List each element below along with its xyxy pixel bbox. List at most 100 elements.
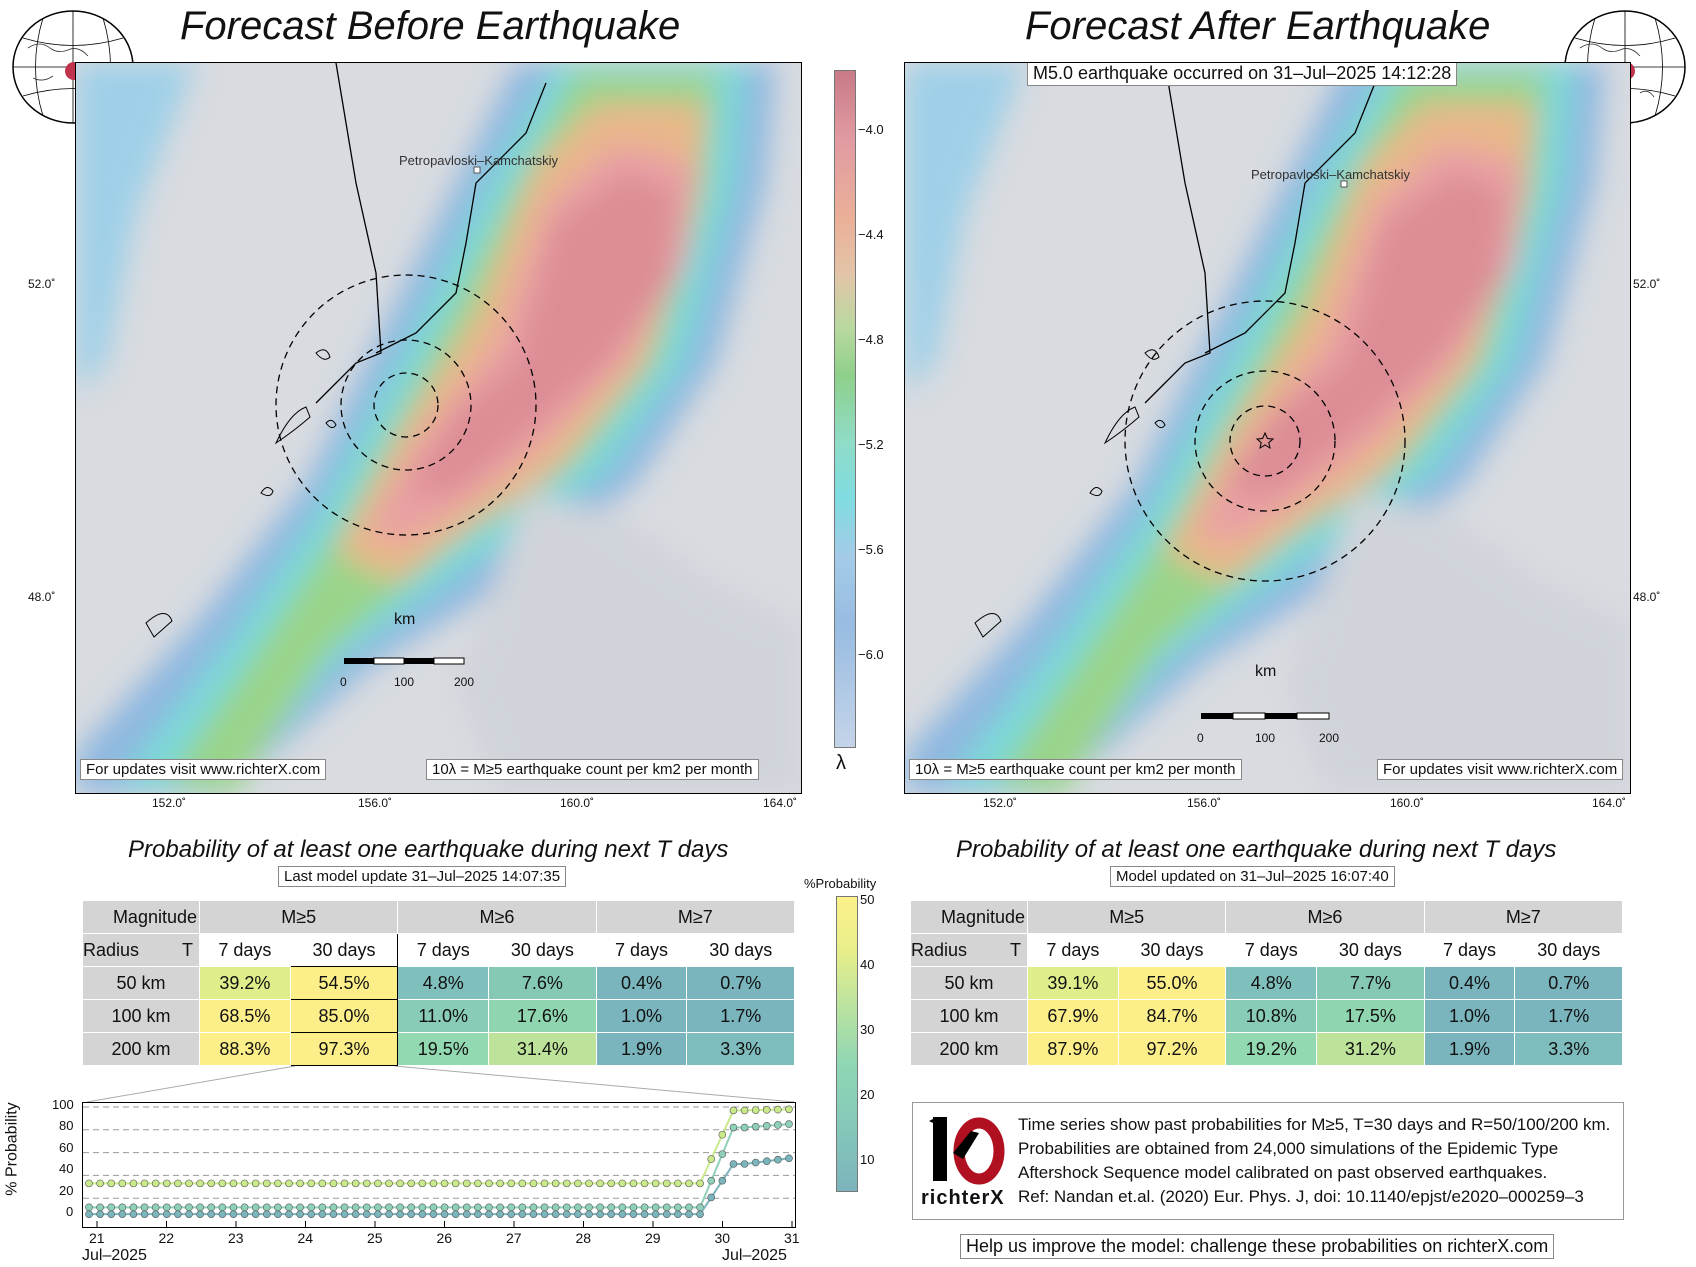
ts-series-50-point xyxy=(529,1210,538,1218)
ts-series-100-point xyxy=(785,1120,793,1128)
left-cell: 39.2% xyxy=(199,966,291,1000)
left-scale-bar xyxy=(344,657,465,665)
ts-series-100-point xyxy=(529,1203,538,1212)
right-cell: 4.8% xyxy=(1225,966,1318,1000)
ts-series-100-point xyxy=(451,1203,460,1212)
left-cell: 17.6% xyxy=(488,999,597,1033)
left-cell: 11.0% xyxy=(397,999,490,1033)
ts-series-100-point xyxy=(596,1203,604,1212)
left-prob-subtitle: Last model update 31–Jul–2025 14:07:35 xyxy=(278,866,567,887)
right-cell: 84.7% xyxy=(1117,999,1227,1033)
ts-series-50-point xyxy=(240,1210,249,1218)
left-lat-tick-52: 52.0˚ xyxy=(28,277,56,291)
ts-series-100-point xyxy=(662,1203,671,1212)
ts-series-100-point xyxy=(729,1123,738,1132)
right-legend-text: 10λ = M≥5 earthquake count per km2 per m… xyxy=(909,759,1242,780)
ts-series-50-point xyxy=(418,1210,427,1218)
ts-series-50-point xyxy=(729,1160,738,1168)
ts-series-50-point xyxy=(662,1210,671,1218)
right-cell: 97.2% xyxy=(1117,1032,1227,1066)
ts-series-50-point xyxy=(596,1210,604,1218)
ts-series-50-point xyxy=(374,1210,382,1218)
richterx-logo-text: richterX xyxy=(921,1187,1005,1209)
ts-series-50-point xyxy=(207,1210,216,1218)
left-lon-tick-160: 160.0˚ xyxy=(560,796,595,810)
ts-series-200-point xyxy=(740,1106,749,1115)
right-cell: 1.7% xyxy=(1514,999,1623,1033)
ts-series-100-point xyxy=(107,1203,116,1212)
ts-series-200-point xyxy=(196,1179,204,1188)
right-lat-tick-48: 48.0˚ xyxy=(1633,590,1661,604)
ts-series-200-point xyxy=(585,1179,593,1188)
ts-series-100-point xyxy=(129,1203,138,1212)
ts-series-50-point xyxy=(196,1210,204,1218)
left-map[interactable]: Petropavloski–Kamchatskiy km 0 100 200 F… xyxy=(75,62,802,794)
ts-series-50-point xyxy=(707,1193,716,1202)
left-period-1: 30 days xyxy=(289,933,399,967)
help-link[interactable]: Help us improve the model: challenge the… xyxy=(960,1234,1555,1259)
ts-series-50-point xyxy=(274,1210,282,1218)
right-cell: 10.8% xyxy=(1225,999,1318,1033)
ts-series-200-point xyxy=(407,1179,416,1188)
ts-series-100-point xyxy=(351,1203,360,1212)
info-line-2: Aftershock Sequence model calibrated on … xyxy=(1018,1163,1548,1182)
ts-series-200-point xyxy=(507,1179,516,1188)
left-scale-tick-0: 0 xyxy=(340,675,347,689)
ts-series-50-point xyxy=(362,1210,371,1218)
ts-series-200-point xyxy=(274,1179,282,1188)
ts-series-50-point xyxy=(462,1210,471,1218)
ts-series-50-point xyxy=(251,1210,260,1218)
left-cell: 1.0% xyxy=(595,999,688,1033)
right-cell: 7.7% xyxy=(1316,966,1425,1000)
left-mag-m7: M≥7 xyxy=(595,900,796,934)
ts-series-50-point xyxy=(307,1210,316,1218)
ts-series-100-point xyxy=(674,1203,682,1212)
ts-ytick-60: 60 xyxy=(59,1140,74,1155)
left-cell: 88.3% xyxy=(199,1032,291,1066)
right-radius-200: 200 km xyxy=(910,1032,1028,1066)
ts-xtick-label: 24 xyxy=(297,1230,314,1246)
ts-series-200-point xyxy=(374,1179,382,1188)
left-footer-link[interactable]: For updates visit www.richterX.com xyxy=(80,759,327,780)
table-row: 200 km 88.3% 97.3% 19.5% 31.4% 1.9% 3.3% xyxy=(82,1032,795,1066)
ts-series-200-point xyxy=(162,1179,171,1188)
right-radius-100: 100 km xyxy=(910,999,1028,1033)
ts-series-50-point xyxy=(429,1210,438,1218)
ts-series-50 xyxy=(89,1157,790,1216)
right-cell: 55.0% xyxy=(1117,966,1227,1000)
ts-ytick-20: 20 xyxy=(59,1183,74,1198)
ts-series-200-point xyxy=(329,1179,338,1188)
ts-series-50-point xyxy=(485,1210,493,1218)
ts-series-100-point xyxy=(140,1203,149,1212)
ts-xtick-label: 25 xyxy=(367,1230,383,1246)
ts-series-50-point xyxy=(551,1210,560,1218)
right-map[interactable]: M5.0 earthquake occurred on 31–Jul–2025 … xyxy=(904,62,1631,794)
ts-series-200-point xyxy=(351,1179,360,1188)
ts-series-50-point xyxy=(696,1210,704,1218)
left-prob-table: Magnitude M≥5 M≥6 M≥7 Radius T 7 days 30… xyxy=(82,900,796,1066)
ts-series-200-point xyxy=(718,1130,727,1139)
right-corner-left: Radius xyxy=(911,939,968,960)
ts-series-200-point xyxy=(129,1179,138,1188)
ts-series-50-point xyxy=(451,1210,460,1218)
ts-series-100-point xyxy=(474,1203,482,1212)
ts-series-100-point xyxy=(218,1203,227,1212)
ts-series-200-point xyxy=(596,1179,604,1188)
left-period-5: 30 days xyxy=(686,933,795,967)
right-footer-link[interactable]: For updates visit www.richterX.com xyxy=(1377,759,1624,780)
ts-series-200-point xyxy=(451,1179,460,1188)
right-lat-tick-52: 52.0˚ xyxy=(1633,277,1661,291)
ts-series-50-point xyxy=(629,1210,638,1218)
left-period-2: 7 days xyxy=(397,933,490,967)
left-cell: 97.3% xyxy=(289,1032,399,1066)
ts-series-100-point xyxy=(651,1203,660,1212)
ts-series-200-point xyxy=(785,1105,793,1114)
ts-series-200-point xyxy=(251,1179,260,1188)
ts-series-200-point xyxy=(96,1179,104,1188)
ts-series-200-point xyxy=(518,1179,527,1188)
ts-series-100-point xyxy=(285,1203,293,1212)
right-period-1: 30 days xyxy=(1117,933,1227,967)
right-cell: 87.9% xyxy=(1027,1032,1119,1066)
timeseries-chart[interactable] xyxy=(82,1102,796,1228)
ts-series-200-point xyxy=(574,1179,582,1188)
